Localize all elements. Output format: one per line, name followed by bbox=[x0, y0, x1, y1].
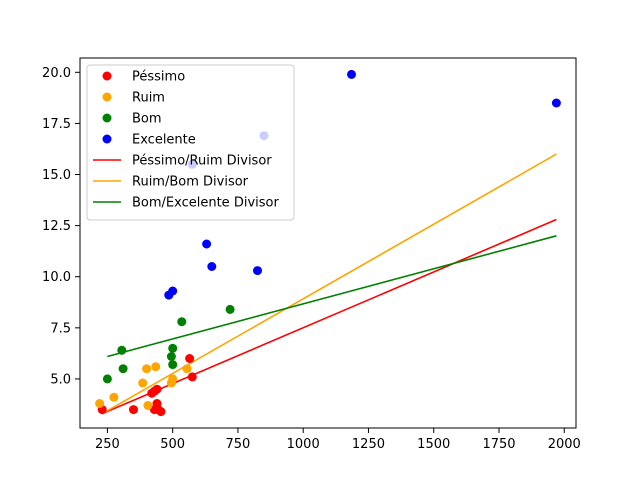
x-tick-label: 1500 bbox=[417, 437, 450, 452]
scatter-point bbox=[347, 69, 356, 79]
y-tick-label: 17.5 bbox=[42, 117, 71, 132]
scatter-point bbox=[95, 399, 105, 408]
y-tick-label: 20.0 bbox=[42, 66, 71, 81]
scatter-point bbox=[207, 262, 217, 271]
x-tick-label: 1750 bbox=[482, 437, 515, 452]
divisor-lines-layer bbox=[101, 153, 557, 415]
plot-area-frame bbox=[79, 57, 577, 429]
x-tick-label: 1000 bbox=[287, 437, 320, 452]
scatter-point bbox=[182, 364, 192, 374]
divisor-line bbox=[107, 235, 557, 358]
scatter-point bbox=[151, 362, 161, 372]
x-tick-label: 2000 bbox=[548, 437, 581, 452]
scatter-point bbox=[142, 364, 152, 374]
scatter-point bbox=[168, 374, 178, 384]
legend-marker bbox=[102, 134, 112, 144]
scatter-point bbox=[166, 352, 176, 361]
scatter-point bbox=[253, 266, 262, 276]
y-tick-label: 15.0 bbox=[42, 168, 71, 183]
scatter-point bbox=[138, 378, 148, 388]
y-tick-label: 7.5 bbox=[50, 321, 71, 336]
legend-label: Ruim/Bom Divisor bbox=[132, 175, 249, 190]
scatter-point bbox=[156, 407, 166, 417]
legend-marker bbox=[102, 113, 112, 123]
scatter-point bbox=[129, 405, 138, 415]
scatter-point bbox=[168, 343, 178, 353]
scatter-point bbox=[143, 401, 153, 410]
x-tick-label: 250 bbox=[95, 437, 120, 452]
legend: Péssimo Ruim Bom Excelente Péssimo/Ruim Divi… bbox=[86, 64, 295, 221]
legend-label: Bom bbox=[132, 112, 162, 127]
scatter-point bbox=[168, 286, 178, 296]
scatter-point bbox=[551, 98, 561, 108]
scatter-point bbox=[118, 364, 128, 374]
scatter-point bbox=[177, 317, 187, 327]
scatter-point bbox=[109, 392, 119, 402]
x-tick-label: 750 bbox=[226, 437, 251, 452]
scatter-point bbox=[168, 360, 178, 370]
legend-label: Péssimo/Ruim Divisor bbox=[132, 154, 272, 169]
scatter-point bbox=[152, 384, 162, 394]
x-tick-label: 1250 bbox=[352, 437, 385, 452]
divisor-line bbox=[101, 218, 557, 415]
legend-label: Excelente bbox=[132, 133, 196, 148]
scatter-point bbox=[202, 239, 212, 249]
y-tick-label: 10.0 bbox=[42, 270, 71, 285]
legend-label: Péssimo bbox=[132, 70, 185, 85]
scatter-point bbox=[225, 304, 235, 314]
divisor-line bbox=[101, 153, 557, 415]
legend-label: Bom/Excelente Divisor bbox=[132, 196, 279, 211]
y-axis: 5.0 7.5 10.0 12.5 15.0 17.5 20.0 bbox=[42, 66, 80, 387]
y-tick-label: 12.5 bbox=[42, 219, 71, 234]
x-tick-label: 500 bbox=[160, 437, 185, 452]
legend-marker bbox=[102, 92, 112, 102]
y-tick-label: 5.0 bbox=[50, 372, 71, 387]
scatter-point bbox=[117, 345, 127, 355]
legend-box bbox=[86, 64, 295, 221]
scatter-point bbox=[102, 374, 112, 384]
legend-label: Ruim bbox=[132, 91, 165, 106]
scatter-points-layer bbox=[95, 69, 561, 417]
legend-marker bbox=[102, 71, 112, 81]
x-axis: 250 500 750 1000 1250 1500 1750 2000 bbox=[95, 428, 581, 452]
scatter-point bbox=[187, 372, 197, 382]
scatter-point bbox=[185, 354, 195, 363]
